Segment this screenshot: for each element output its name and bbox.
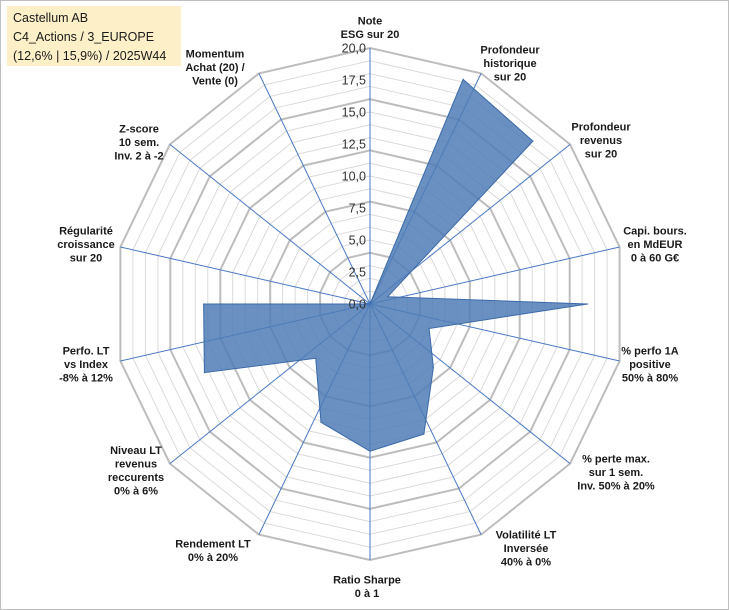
axis-label-10: Niveau LT revenus reccurents 0% à 6% xyxy=(108,445,164,498)
tick-label: 0,0 xyxy=(349,298,366,312)
data-point-10 xyxy=(320,421,322,423)
data-point-2 xyxy=(462,78,464,80)
data-point-3 xyxy=(532,140,534,142)
data-point-9 xyxy=(369,450,371,452)
axis-label-14: Momentum Achat (20) / Vente (0) xyxy=(185,49,244,88)
data-point-7 xyxy=(432,366,434,368)
data-point-5 xyxy=(587,303,589,305)
axis-label-13: Z-score 10 sem. Inv. 2 à -2 xyxy=(114,124,163,163)
axis-label-3: Profondeur revenus sur 20 xyxy=(571,122,631,161)
data-point-8 xyxy=(423,433,425,435)
performance-label: (12,6% | 15,9%) / 2025W44 xyxy=(13,49,167,63)
spoke-12 xyxy=(120,246,371,305)
axis-label-2: Profondeur historique sur 20 xyxy=(480,45,540,84)
axis-label-9: Rendement LT 0% à 20% xyxy=(175,538,251,564)
axis-label-6: % perte max. sur 1 sem. Inv. 50% à 20% xyxy=(577,454,655,493)
data-point-13 xyxy=(203,303,205,305)
spoke-14 xyxy=(258,73,371,305)
axis-label-5: % perfo 1A positive 50% à 80% xyxy=(621,346,679,385)
title-box: Castellum AB C4_Actions / 3_EUROPE (12,6… xyxy=(7,6,181,66)
data-point-12 xyxy=(203,372,205,374)
category-label: C4_Actions / 3_EUROPE xyxy=(13,30,155,44)
axis-label-1: Note ESG sur 20 xyxy=(341,15,400,41)
tick-label: 17,5 xyxy=(342,74,366,88)
tick-label: 7,5 xyxy=(349,202,366,216)
data-point-11 xyxy=(315,357,317,359)
tick-label: 20,0 xyxy=(342,42,366,56)
data-point-16 xyxy=(369,303,371,305)
tick-label: 12,5 xyxy=(342,138,366,152)
axis-label-12: Régularité croissance sur 20 xyxy=(57,226,114,265)
tick-label: 15,0 xyxy=(342,106,366,120)
tick-label: 10,0 xyxy=(342,170,366,184)
spoke-4 xyxy=(369,246,620,305)
radar-series xyxy=(203,78,589,452)
radar-tick-labels: 0,0 2,5 5,0 7,5 10,0 12,5 15,0 17,5 20,0 xyxy=(342,42,366,312)
axis-label-7: Volatilité LT Inversée 40% à 0% xyxy=(496,530,557,569)
data-point-6 xyxy=(428,327,430,330)
axis-label-4: Capi. bours. en MdEUR 0 à 60 G€ xyxy=(623,226,687,265)
radar-axis-labels: Note ESG sur 20 Profondeur historique sur 20… xyxy=(57,15,687,600)
tick-label: 2,5 xyxy=(349,266,366,280)
spoke-13 xyxy=(169,144,371,305)
data-point-4 xyxy=(387,296,389,298)
company-name: Castellum AB xyxy=(13,11,89,25)
tick-label: 5,0 xyxy=(349,234,366,248)
axis-label-8: Ratio Sharpe 0 à 1 xyxy=(333,574,401,600)
series-area xyxy=(203,78,588,452)
axis-label-11: Perfo. LT vs Index -8% à 12% xyxy=(59,346,113,385)
